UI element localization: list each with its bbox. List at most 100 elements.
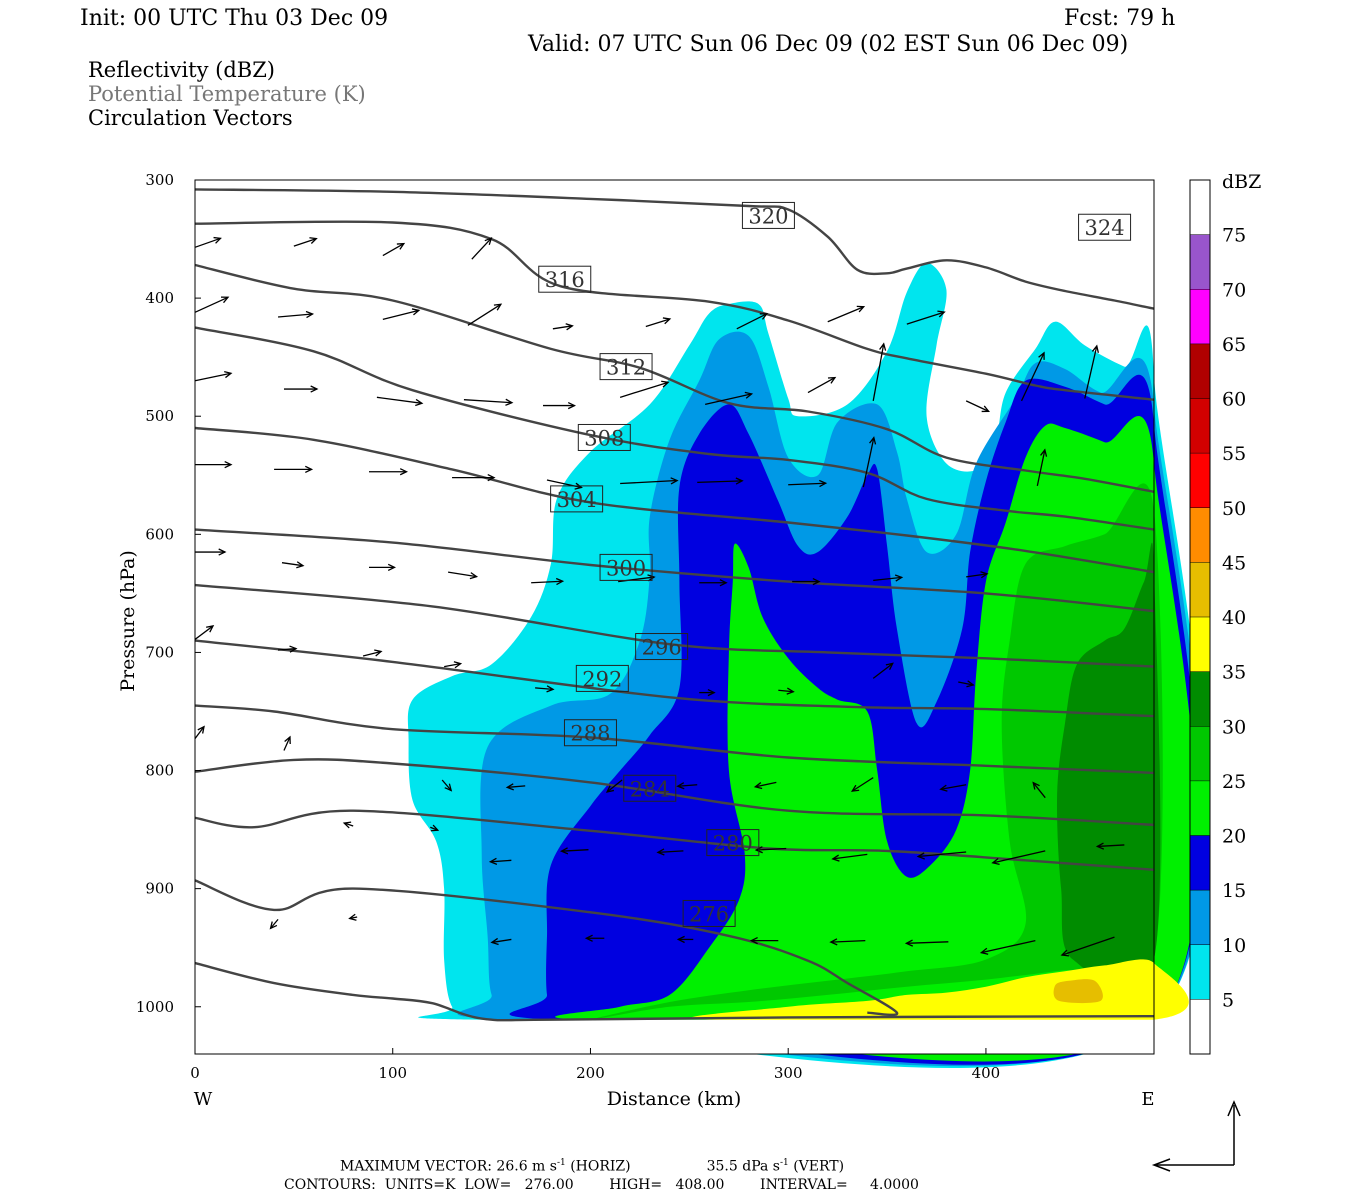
circulation-vector [463,398,514,406]
colorbar-swatch [1190,835,1210,891]
theta-label-text: 308 [584,426,624,450]
circulation-vector [979,939,1036,955]
circulation-vector [194,725,205,740]
circulation-vector [441,779,453,792]
colorbar-level-label: 40 [1222,607,1246,629]
axes-layer: Distance (km) Pressure (hPa) W E 300 400 5… [117,171,1155,1110]
y-axis-label: Pressure (hPa) [117,550,139,692]
valid-time: Valid: 07 UTC Sun 06 Dec 09 (02 EST Sun … [528,32,1129,57]
circulation-vector [281,561,305,569]
circulation-vector [447,571,479,580]
circulation-vector [452,474,496,482]
field-theta-label: Potential Temperature (K) [88,82,366,106]
x-end-east: E [1141,1089,1154,1110]
theta-label-text: 316 [545,268,585,292]
circulation-vector [269,918,279,930]
circulation-vector [195,461,233,469]
y-tick-label: 400 [145,289,174,307]
theta-contour-276 [194,879,899,1017]
x-tick-label: 100 [378,1064,407,1082]
circulation-vector [619,380,670,398]
max-vector-note: MAXIMUM VECTOR: 26.6 m s-1 (HORIZ) 35.5 d… [340,1158,844,1175]
circulation-vector [362,649,383,657]
circulation-vector [293,237,318,247]
theta-contour-288 [194,704,1155,775]
circulation-vector [376,396,424,407]
theta-label-284: 284 [623,774,677,802]
theta-label-text: 280 [713,832,753,856]
max-vector-horiz-text: MAXIMUM VECTOR: 26.6 m s [340,1158,557,1175]
circulation-vector [283,735,291,751]
circulation-vector [705,391,754,406]
theta-label-300: 300 [599,553,653,581]
circulation-vector [488,857,512,865]
colorbar-swatch [1190,453,1210,508]
circulation-vector-layer [194,236,1125,957]
exponent-v: -1 [779,1158,789,1168]
exponent-h: -1 [556,1158,566,1168]
circulation-vector [471,237,493,260]
theta-label-layer: 320 324 316 312 308 304 300 296 292 288 284 280 276 [538,201,1132,927]
circulation-vector [792,577,821,586]
forecast-hour: Fcst: 79 h [1064,6,1176,31]
contour-info: CONTOURS: UNITS=K LOW= 276.00 HIGH= 408.… [284,1177,919,1193]
plot-frame [194,179,1155,1055]
theta-label-text: 296 [642,636,682,660]
theta-label-324: 324 [1078,213,1132,241]
theta-label-292: 292 [575,664,629,692]
circulation-vector [753,781,777,790]
circulation-vector [645,317,672,328]
x-end-west: W [194,1089,213,1110]
circulation-vector [831,853,868,862]
colorbar-swatch [1190,562,1210,617]
x-tick-label: 200 [576,1064,605,1082]
colorbar-swatch [1190,617,1210,672]
init-time: Init: 00 UTC Thu 03 Dec 09 [80,6,389,31]
theta-label-288: 288 [563,719,617,747]
theta-label-320: 320 [741,201,795,229]
theta-label-text: 304 [557,488,597,512]
max-vector-vert-suffix: (VERT) [788,1158,845,1175]
circulation-vector [699,688,716,697]
circulation-vector [676,782,698,790]
theta-label-text: 312 [606,356,646,380]
circulation-vector [958,680,975,688]
circulation-vector [827,305,866,323]
circulation-vector [584,934,605,942]
theta-contour-284 [194,758,1155,827]
circulation-vector [194,370,233,382]
circulation-vector [807,376,837,394]
theta-label-text: 324 [1085,216,1125,240]
reflectivity-region-30dbz [1056,542,1161,992]
theta-label-316: 316 [538,265,592,293]
colorbar-level-label: 45 [1222,552,1246,574]
circulation-vector [444,661,463,669]
y-tick-label: 900 [145,880,174,898]
theta-label-312: 312 [599,353,653,381]
colorbar-level-label: 60 [1222,389,1246,411]
circulation-vector [906,310,946,325]
colorbar-level-label: 15 [1222,880,1246,902]
circulation-vector [1036,448,1048,487]
colorbar-swatch [1190,726,1210,781]
circulation-vector [991,850,1046,866]
field-vectors-label: Circulation Vectors [88,106,293,130]
theta-label-308: 308 [577,423,631,451]
max-vector-horiz-suffix: (HORIZ) [565,1158,631,1175]
colorbar-level-label: 35 [1222,662,1246,684]
circulation-vector [505,783,526,791]
circulation-vector [862,436,877,488]
circulation-vector [531,577,565,586]
colorbar-level-label: 75 [1222,225,1246,247]
circulation-vector [490,937,512,946]
circulation-vector [788,479,828,488]
y-tick-label: 300 [145,171,174,189]
reflectivity-region-35dbz [691,959,1189,1025]
theta-contour-308 [194,326,1155,531]
circulation-vector [535,685,555,693]
colorbar-level-label: 20 [1222,826,1246,848]
field-reflectivity-label: Reflectivity (dBZ) [88,58,276,82]
colorbar-swatch [1190,780,1210,836]
circulation-vector [966,571,989,579]
colorbar-swatch [1190,944,1210,1000]
